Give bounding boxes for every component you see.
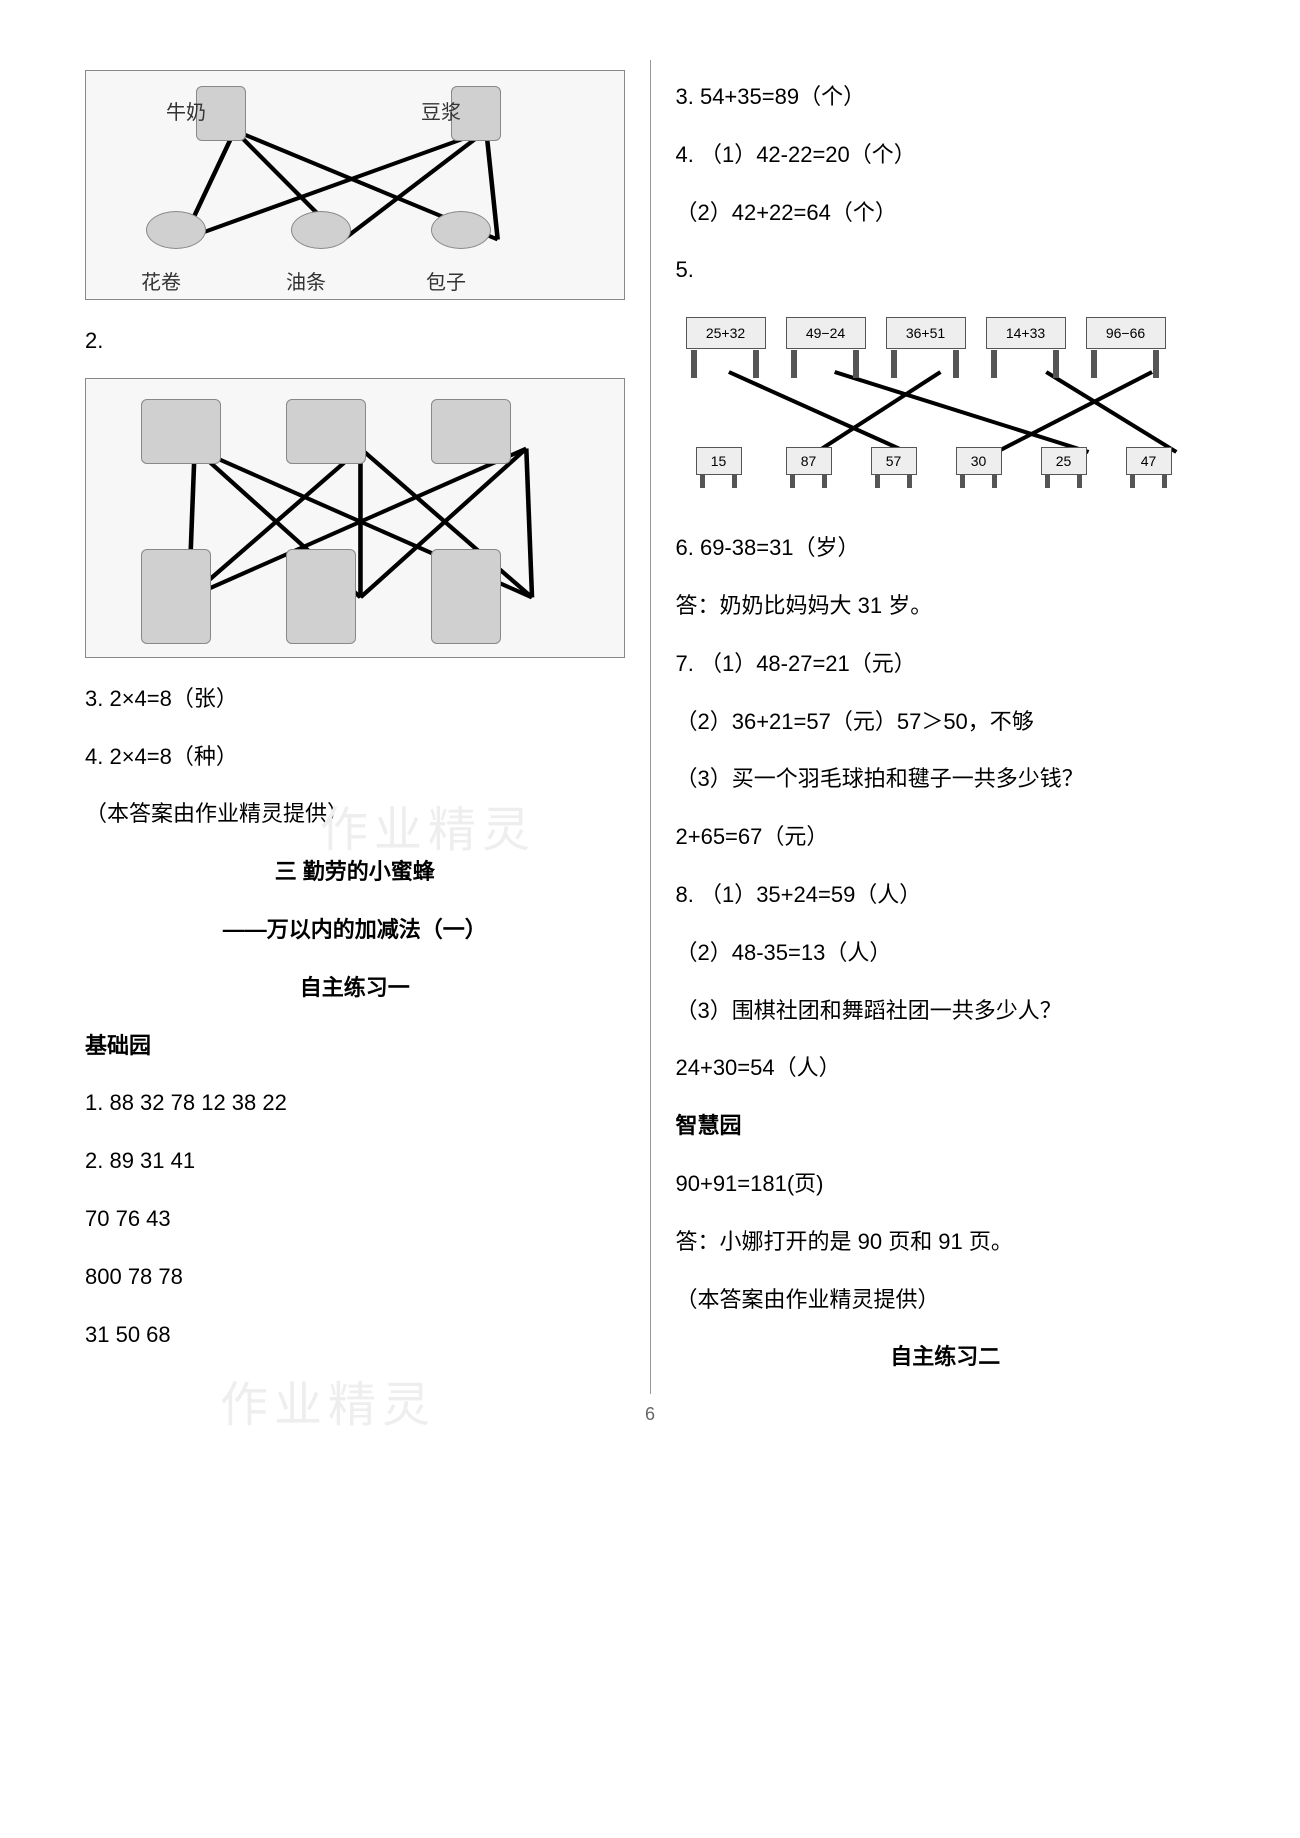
right-column: 3. 54+35=89（个） 4. （1）42-22=20（个） （2）42+2… (650, 60, 1231, 1394)
text-line: 3. 54+35=89（个） (676, 76, 1216, 118)
text-line: 答：小娜打开的是 90 页和 91 页。 (676, 1221, 1216, 1263)
text-line: （2）36+21=57（元）57＞50，不够 (676, 701, 1216, 743)
subsection-heading: 基础园 (85, 1025, 625, 1067)
q2-label: 2. (85, 320, 625, 362)
text-line: （3）围棋社团和舞蹈社团一共多少人？ (676, 990, 1216, 1032)
matching-figure-2 (85, 378, 625, 658)
text-line: 4. （1）42-22=20（个） (676, 134, 1216, 176)
text-line: 90+91=181(页) (676, 1163, 1216, 1205)
text-line: 24+30=54（人） (676, 1047, 1216, 1089)
text-line: （本答案由作业精灵提供） (676, 1279, 1216, 1321)
two-column-layout: 牛奶豆浆花卷油条包子 2. 3. 2×4=8（张） 4. 2×4=8（种） （本… (70, 60, 1230, 1394)
text-line: 31 50 68 (85, 1314, 625, 1356)
section-subheading: ——万以内的加减法（一） (85, 909, 625, 951)
text-line: 2+65=67（元） (676, 816, 1216, 858)
page-number: 6 (70, 1404, 1230, 1425)
text-line: 7. （1）48-27=21（元） (676, 643, 1216, 685)
practice-heading: 自主练习二 (676, 1336, 1216, 1378)
text-line: 3. 2×4=8（张） (85, 678, 625, 720)
text-line: 800 78 78 (85, 1256, 625, 1298)
text-line: 70 76 43 (85, 1198, 625, 1240)
text-line: 2. 89 31 41 (85, 1140, 625, 1182)
q5-label: 5. (676, 249, 1216, 291)
text-line: 1. 88 32 78 12 38 22 (85, 1082, 625, 1124)
text-line: （本答案由作业精灵提供） (85, 793, 625, 835)
text-line: 8. （1）35+24=59（人） (676, 874, 1216, 916)
matching-figure-1: 牛奶豆浆花卷油条包子 (85, 70, 625, 300)
text-line: （2）48-35=13（人） (676, 932, 1216, 974)
matching-figure-3: 25+3249−2436+5114+3396−66158757302547 (676, 307, 1216, 507)
left-column: 牛奶豆浆花卷油条包子 2. 3. 2×4=8（张） 4. 2×4=8（种） （本… (70, 60, 650, 1394)
practice-heading: 自主练习一 (85, 967, 625, 1009)
text-line: （3）买一个羽毛球拍和毽子一共多少钱？ (676, 758, 1216, 800)
text-line: 6. 69-38=31（岁） (676, 527, 1216, 569)
section-heading: 三 勤劳的小蜜蜂 (85, 851, 625, 893)
text-line: 答：奶奶比妈妈大 31 岁。 (676, 585, 1216, 627)
text-line: （2）42+22=64（个） (676, 192, 1216, 234)
subsection-heading: 智慧园 (676, 1105, 1216, 1147)
text-line: 4. 2×4=8（种） (85, 736, 625, 778)
